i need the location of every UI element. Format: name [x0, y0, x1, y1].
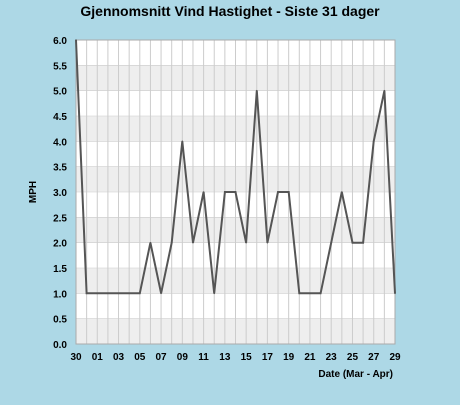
data-point — [394, 292, 396, 295]
x-axis-label: Date (Mar - Apr) — [318, 369, 393, 380]
data-point — [372, 140, 375, 143]
y-tick-label: 5.5 — [53, 61, 67, 72]
data-point — [149, 241, 152, 244]
x-tick-label: 23 — [326, 352, 338, 363]
x-tick-label: 29 — [389, 352, 401, 363]
y-tick-label: 1.5 — [53, 264, 67, 275]
x-tick-label: 13 — [219, 352, 231, 363]
data-point — [139, 292, 141, 295]
data-point — [160, 292, 162, 295]
x-tick-label: 21 — [304, 352, 316, 363]
data-point — [383, 89, 386, 92]
x-axis: 30 01 03 05 07 09 11 13 15 17 19 21 23 25 27 29 — [70, 352, 401, 363]
data-point — [266, 241, 269, 244]
y-tick-label: 0.0 — [53, 340, 67, 351]
data-point — [117, 292, 120, 295]
data-point — [181, 140, 184, 143]
y-tick-label: 4.0 — [53, 137, 67, 148]
data-point — [362, 241, 364, 244]
x-tick-label: 30 — [70, 352, 82, 363]
x-tick-label: 15 — [241, 352, 253, 363]
data-point — [224, 191, 226, 193]
y-axis-label: MPH — [28, 181, 39, 203]
y-tick-label: 2.5 — [53, 213, 67, 224]
plot-border — [75, 39, 396, 345]
x-tick-label: 01 — [92, 352, 104, 363]
series-layer — [75, 39, 396, 295]
data-point — [107, 292, 109, 295]
data-point — [245, 241, 247, 244]
x-tick-label: 19 — [283, 352, 295, 363]
data-point — [213, 292, 216, 295]
chart-title: Gjennomsnitt Vind Hastighet - Siste 31 d… — [80, 3, 380, 19]
x-tick-label: 11 — [198, 352, 209, 363]
data-point — [255, 89, 258, 92]
y-tick-label: 6.0 — [53, 36, 67, 47]
y-tick-label: 3.5 — [53, 163, 67, 174]
y-tick-label: 0.5 — [53, 315, 67, 326]
data-point — [75, 39, 77, 41]
data-point — [298, 292, 301, 295]
data-point — [277, 191, 279, 193]
y-tick-label: 3.0 — [53, 188, 67, 199]
data-point — [234, 191, 237, 193]
data-point — [192, 241, 194, 244]
x-tick-label: 07 — [156, 352, 168, 363]
data-point — [309, 292, 311, 295]
data-point — [341, 191, 343, 193]
y-tick-label: 2.0 — [53, 239, 67, 250]
data-point — [128, 292, 130, 295]
y-tick-label: 5.0 — [53, 87, 67, 98]
data-point — [330, 241, 333, 244]
x-tick-label: 03 — [113, 352, 125, 363]
data-point — [319, 292, 322, 295]
data-point — [202, 191, 205, 193]
x-tick-label: 05 — [134, 352, 146, 363]
data-point — [96, 292, 99, 295]
y-tick-label: 1.0 — [53, 289, 67, 300]
y-axis: 0.0 0.5 1.0 1.5 2.0 2.5 3.0 3.5 4.0 4.5 5.0 5.5 6.0 — [53, 36, 67, 351]
x-tick-label: 25 — [347, 352, 359, 363]
y-tick-label: 4.5 — [53, 112, 67, 123]
data-point — [170, 241, 173, 244]
x-tick-label: 27 — [368, 352, 380, 363]
data-point — [351, 241, 354, 244]
data-point — [287, 191, 290, 193]
data-point — [85, 292, 88, 295]
x-tick-label: 09 — [177, 352, 189, 363]
x-tick-label: 17 — [262, 352, 274, 363]
